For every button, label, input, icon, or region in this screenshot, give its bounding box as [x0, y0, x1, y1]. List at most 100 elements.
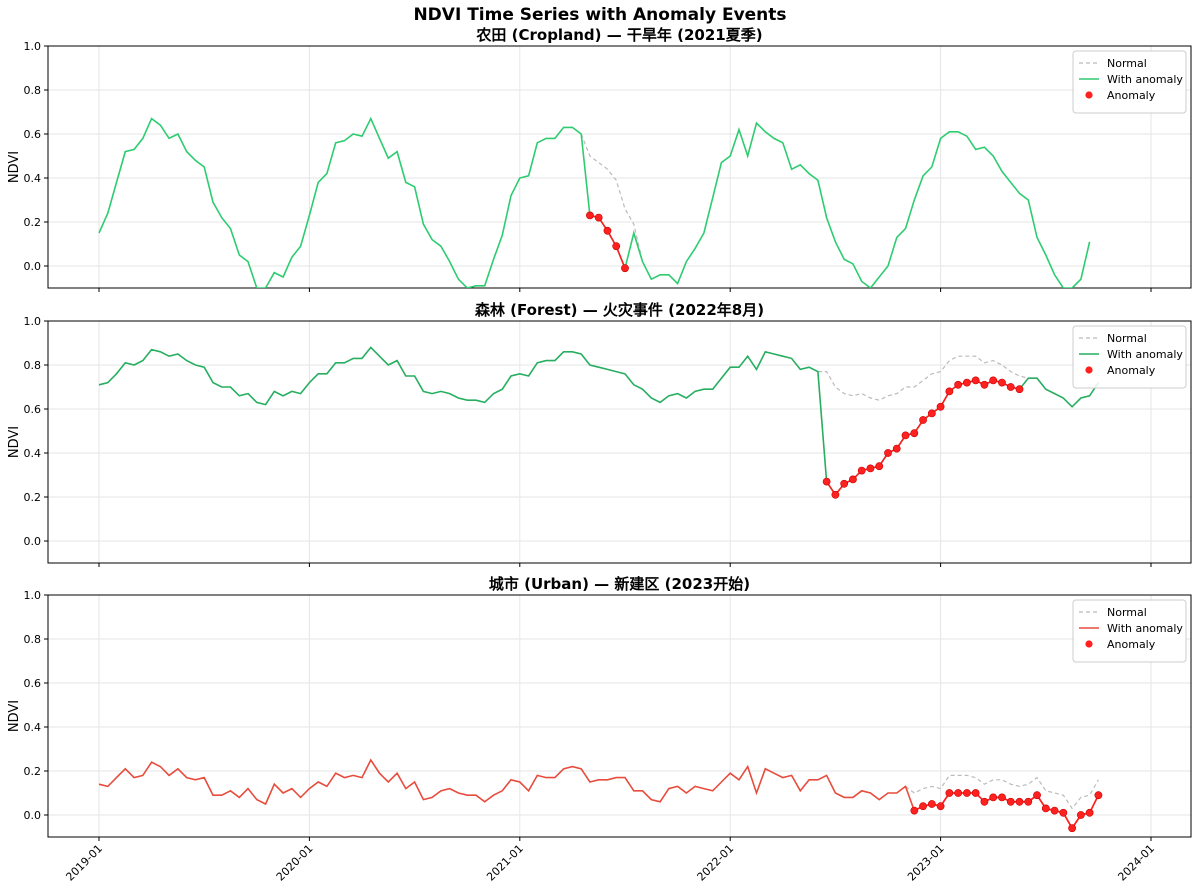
anomaly-point	[936, 402, 945, 411]
anomaly-point	[945, 789, 954, 797]
y-tick-label: 0.8	[24, 84, 42, 97]
legend-box	[1072, 325, 1187, 389]
anomaly-point	[849, 475, 857, 484]
y-axis-label: NDVI	[7, 700, 22, 732]
anomaly-point	[936, 802, 945, 811]
anomaly-point	[1015, 385, 1024, 394]
anomaly-point	[1094, 791, 1103, 800]
anomaly-point	[910, 429, 919, 438]
anomaly-point	[1006, 383, 1015, 391]
y-tick-label: 0.2	[24, 491, 42, 504]
x-tick-label: 2022-01	[695, 842, 737, 884]
legend-label-normal: Normal	[1107, 332, 1147, 345]
anomaly-point	[586, 211, 594, 220]
anomaly-point	[1085, 808, 1094, 817]
x-tick-label: 2019-01	[63, 842, 105, 884]
anomaly-point	[963, 378, 971, 387]
normal-series-line	[580, 133, 644, 262]
axes-frame	[47, 594, 1192, 838]
normal-series-line	[817, 355, 1029, 401]
with-anomaly-series-line	[98, 346, 1100, 497]
anomaly-point	[963, 789, 971, 797]
anomaly-point	[971, 789, 980, 797]
legend-label-with-anomaly: With anomaly	[1107, 348, 1183, 361]
plot-area	[98, 116, 1091, 288]
y-tick-label: 0.6	[24, 677, 42, 690]
anomaly-point	[998, 378, 1006, 387]
figure-title: NDVI Time Series with Anomaly Events	[413, 5, 787, 25]
anomaly-point	[1059, 808, 1068, 817]
chart-panel-2: 0.0 0.2 0.4 0.6 0.8 1.0 NDVI 森林 (Forest) — 火灾事件…	[7, 301, 1192, 567]
legend-label-normal: Normal	[1107, 606, 1147, 619]
chart-panel-1: 0.0 0.2 0.4 0.6 0.8 1.0 NDVI 农田 (Cropland) — 干旱…	[7, 26, 1192, 292]
axes-frame	[47, 45, 1192, 289]
anomaly-point	[884, 449, 892, 457]
panel-title: 农田 (Cropland) — 干旱年 (2021夏季)	[475, 26, 762, 44]
y-tick-label: 0.4	[24, 172, 42, 185]
anomaly-point	[621, 264, 629, 273]
anomaly-point	[989, 793, 998, 802]
panel-title: 城市 (Urban) — 新建区 (2023开始)	[489, 575, 750, 593]
legend-anomaly-swatch	[1085, 640, 1093, 648]
panel-title: 森林 (Forest) — 火灾事件 (2022年8月)	[475, 301, 764, 319]
legend-box	[1072, 599, 1187, 663]
anomaly-point	[954, 789, 963, 797]
y-tick-label: 1.0	[24, 589, 42, 602]
anomaly-point	[1015, 797, 1024, 806]
anomaly-connector	[913, 792, 1100, 830]
y-tick-label: 0.6	[24, 128, 42, 141]
legend: Normal With anomaly Anomaly	[1072, 325, 1187, 389]
anomaly-point	[945, 387, 954, 396]
anomaly-point	[901, 431, 910, 440]
anomaly-point	[1006, 797, 1015, 806]
y-tick-label: 0.8	[24, 359, 42, 372]
anomaly-point	[892, 444, 901, 453]
anomaly-point	[875, 462, 884, 471]
chart-panel-3: 0.0 0.2 0.4 0.6 0.8 1.0 2019-01 2020-01 2021-01 2…	[7, 575, 1192, 884]
legend-label-with-anomaly: With anomaly	[1107, 73, 1183, 86]
y-tick-label: 0.4	[24, 447, 42, 460]
legend-anomaly-swatch	[1085, 366, 1093, 374]
y-axis-label: NDVI	[7, 151, 22, 183]
anomaly-point	[971, 376, 980, 385]
y-tick-label: 0.0	[24, 260, 42, 273]
anomaly-point	[980, 797, 989, 806]
anomaly-connector	[589, 214, 626, 269]
legend-label-with-anomaly: With anomaly	[1107, 622, 1183, 635]
anomaly-point	[927, 409, 936, 418]
anomaly-point	[603, 226, 612, 235]
x-tick-label: 2020-01	[274, 842, 316, 884]
y-tick-label: 0.8	[24, 633, 42, 646]
anomaly-point	[1024, 797, 1033, 806]
y-tick-label: 0.0	[24, 809, 42, 822]
y-tick-label: 0.2	[24, 765, 42, 778]
legend-label-anomaly: Anomaly	[1107, 89, 1156, 102]
anomaly-point	[954, 380, 963, 389]
y-tick-label: 1.0	[24, 315, 42, 328]
x-tick-label: 2024-01	[1115, 842, 1157, 884]
legend-anomaly-swatch	[1085, 91, 1093, 99]
y-tick-label: 1.0	[24, 40, 42, 53]
plot-area	[98, 758, 1103, 833]
anomaly-point	[1076, 811, 1085, 819]
anomaly-point	[919, 802, 927, 811]
anomaly-point	[840, 479, 849, 488]
legend-label-normal: Normal	[1107, 57, 1147, 70]
anomaly-point	[1050, 806, 1059, 815]
anomaly-point	[857, 466, 866, 475]
normal-series-line	[905, 774, 1099, 810]
x-tick-label: 2023-01	[905, 842, 947, 884]
y-tick-label: 0.0	[24, 535, 42, 548]
plot-area	[98, 346, 1100, 499]
anomaly-point	[612, 242, 621, 251]
legend: Normal With anomaly Anomaly	[1072, 599, 1187, 663]
axes-frame	[47, 320, 1192, 564]
anomaly-point	[866, 464, 875, 473]
y-tick-label: 0.4	[24, 721, 42, 734]
legend-label-anomaly: Anomaly	[1107, 638, 1156, 651]
y-tick-label: 0.6	[24, 403, 42, 416]
anomaly-point	[1041, 804, 1050, 813]
legend-box	[1072, 50, 1187, 114]
anomaly-point	[1068, 824, 1076, 833]
